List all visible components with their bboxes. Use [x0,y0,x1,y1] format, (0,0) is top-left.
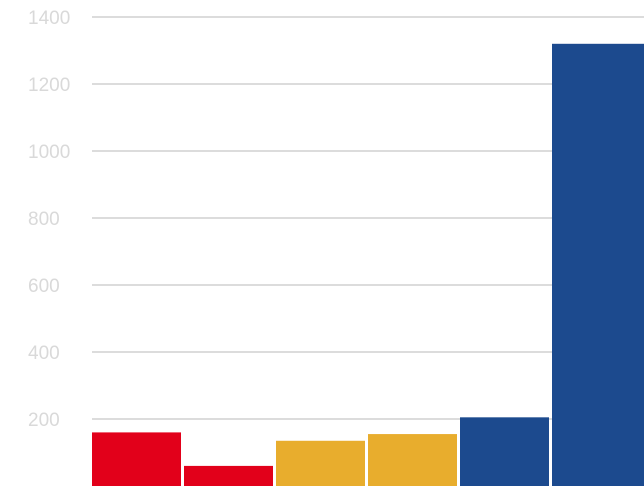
y-axis-ticks: 200 400 600 800 1000 1200 1400 [28,8,70,431]
bar-4 [368,434,457,486]
y-tick-label: 800 [28,209,60,230]
bar-5 [460,417,549,486]
y-tick-label: 400 [28,343,60,364]
y-tick-label: 200 [28,410,60,431]
bar-2 [184,465,273,486]
bar-3 [276,440,365,486]
y-tick-label: 1000 [28,142,70,163]
y-tick-label: 1400 [28,8,70,29]
y-tick-label: 600 [28,276,60,297]
bar-1 [92,432,181,486]
y-tick-label: 1200 [28,75,70,96]
bars [92,43,644,486]
bar-6 [552,43,644,486]
gridlines [92,16,644,420]
